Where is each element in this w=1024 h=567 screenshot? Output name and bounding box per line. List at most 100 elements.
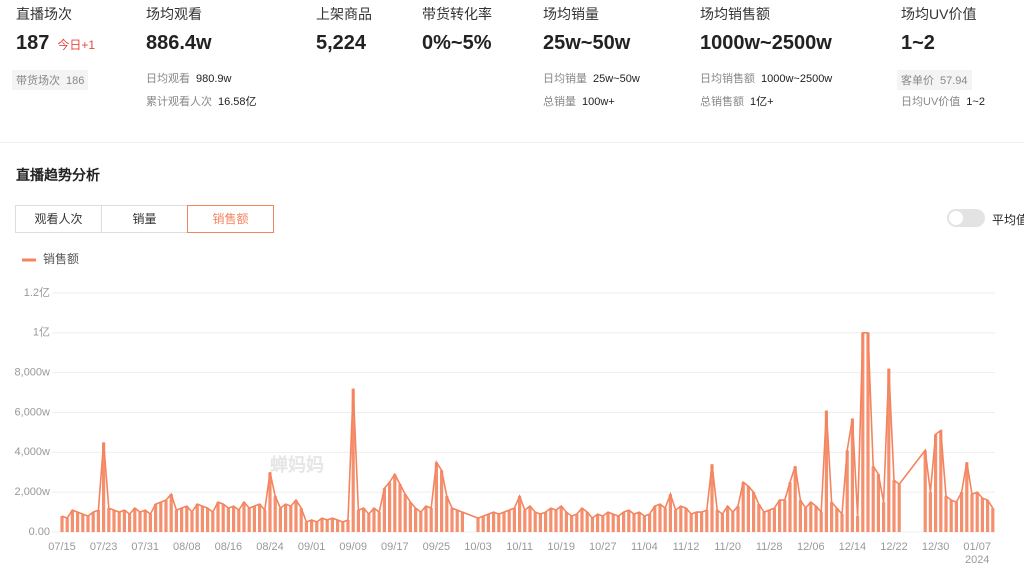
bar [866,332,870,532]
bar [772,508,776,532]
bar [169,494,173,532]
section-title: 直播趋势分析 [16,167,100,183]
stat-value: 0%~5% [422,32,492,55]
bar [91,512,95,532]
y-tick-label: 6,000w [15,406,51,418]
y-tick-label: 4,000w [15,446,51,458]
bar [377,512,381,532]
bar [856,516,860,532]
stat-number: 0%~5% [422,32,492,54]
detail-value: 57.94 [940,75,968,87]
stat-label: 直播场次 [16,6,72,22]
watermark: 蝉妈妈 [270,454,324,475]
detail-value: 186 [66,75,85,87]
bar [341,522,345,532]
x-tick-label: 07/31 [131,541,159,553]
bar [554,510,558,532]
bar [310,520,314,532]
bar [185,506,189,532]
detail-key: 总销量 [543,96,576,108]
x-tick-label: 09/25 [423,541,451,553]
stat-value: 1~2 [901,32,935,55]
bar [284,504,288,532]
bar [278,508,282,532]
bar [798,500,802,532]
line [61,332,994,524]
bar [788,482,792,532]
detail-key: 日均观看 [146,73,190,85]
bar [528,506,532,532]
bar [154,504,158,532]
bar [674,510,678,532]
bar [174,510,178,532]
x-tick-label: 09/09 [339,541,367,553]
bar [944,496,948,532]
x-tick-label: 11/04 [631,541,658,553]
detail-key: 客单价 [901,75,934,87]
stat-number: 5,224 [316,32,367,54]
x-tick-label: 11/28 [756,541,783,553]
stat-number: 25w~50w [543,32,631,54]
bar [81,514,85,532]
bar [362,508,366,532]
bar [835,508,839,532]
stat-value: 187 今日+1 [16,32,95,55]
stat-detail: 客单价 57.94 [897,70,972,90]
bar [830,502,834,532]
bar [622,512,626,532]
bar [736,506,740,532]
x-tick-label: 12/22 [880,541,908,553]
bar [627,510,631,532]
bar [731,512,735,532]
detail-value: 1亿+ [750,96,774,108]
x-tick-label: 09/17 [381,541,409,553]
bar [273,496,277,532]
bar [861,332,865,532]
bar [226,508,230,532]
bar [783,500,787,532]
average-toggle[interactable] [947,209,985,227]
stat-number: 1~2 [901,32,935,54]
bar [762,512,766,532]
stat-label: 上架商品 [316,6,372,22]
bar [991,508,995,532]
bar [892,480,896,532]
x-tick-label: 11/20 [714,541,741,553]
detail-value: 980.9w [196,73,232,85]
bar [538,514,542,532]
bar [793,466,797,532]
bar [601,516,605,532]
bar [299,508,303,532]
detail-key: 日均销量 [543,73,587,85]
stat-label: 场均销量 [543,6,599,22]
bar [96,510,100,532]
bar [580,508,584,532]
bar [336,520,340,532]
tab[interactable]: 销售额 [187,205,274,233]
bar [700,512,704,532]
bar [689,514,693,532]
bar [450,508,454,532]
bar [247,508,251,532]
bar [190,512,194,532]
bar [544,512,548,532]
stat-label: 场均观看 [146,6,202,22]
bar [668,494,672,532]
bar [804,508,808,532]
bar [492,512,496,532]
detail-key: 日均销售额 [700,73,755,85]
bar [304,522,308,532]
bar [403,494,407,532]
stat-value: 5,224 [316,32,366,55]
stat-detail: 日均UV价值 1~2 [901,93,985,109]
stat-detail: 总销量 100w+ [543,93,615,109]
detail-key: 总销售额 [700,96,744,108]
bar [65,518,69,532]
bar [575,514,579,532]
bar [741,482,745,532]
bar [507,510,511,532]
x-tick-label: 12/30 [922,541,950,553]
stat-number: 187 [16,32,50,54]
x-tick-label: 11/12 [673,541,700,553]
